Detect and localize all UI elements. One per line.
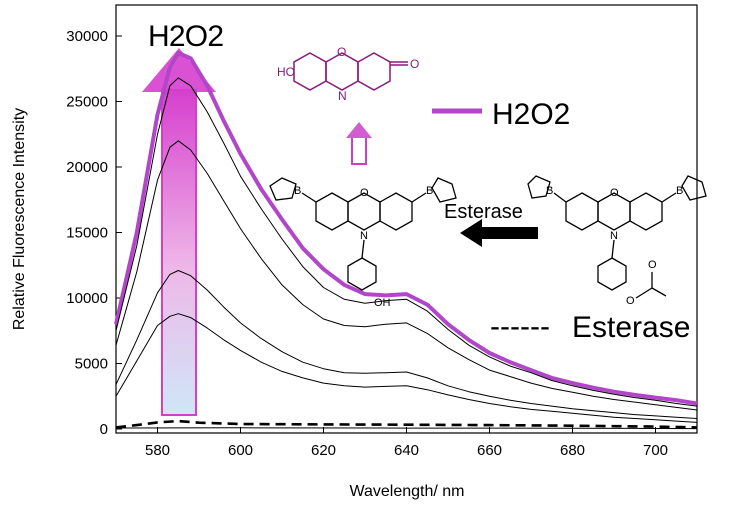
increase-arrow [142,48,216,416]
resorufin-structure: HO O N O [277,45,419,103]
atom-o-core-2: O [610,187,619,199]
y-tick-label: 10000 [66,290,108,307]
atom-o-bridge: O [337,45,346,59]
y-axis-ticks: 0 5000 10000 15000 20000 25000 30000 [66,28,122,438]
atom-o-core: O [360,187,369,199]
x-axis-title: Wavelength/ nm [349,483,464,500]
x-tick-label: 680 [560,442,585,459]
series-line-4 [115,313,698,423]
y-tick-label: 0 [100,421,108,438]
atom-b-left-2: B [546,185,553,197]
atom-n: N [338,89,347,103]
series-layer [114,51,698,430]
y-tick-label: 15000 [66,225,108,242]
atom-b-right-2: B [676,185,683,197]
y-tick-label: 25000 [66,94,108,111]
y-axis-title: Relative Fluorescence Intensity [11,108,28,330]
atom-o-keto: O [410,57,419,71]
atom-b-right: B [426,185,433,197]
series-line-0 [114,51,698,406]
x-tick-label: 600 [228,442,253,459]
y-tick-label: 5000 [75,356,108,373]
increase-arrow-head [142,48,216,92]
boronate-probe-structure: O N B B OH [269,177,457,309]
atom-oh: OH [374,297,391,309]
series-line-3 [115,270,698,419]
x-tick-label: 640 [394,442,419,459]
arrow-label-text: H2O2 [148,20,224,53]
legend-esterase-label: Esterase [572,311,690,344]
series-line-1 [115,77,698,407]
acetylated-probe-structure: O N B B O O [527,175,707,307]
arrow-label: H2O2 [148,20,224,53]
legend-esterase-dash: ------ [490,310,550,343]
x-tick-label: 620 [311,442,336,459]
esterase-arrow-label: Esterase [444,201,523,223]
plot-frame [115,4,698,434]
atom-o-carbonyl: O [648,259,657,271]
atom-n-core-2: N [610,230,618,242]
atom-n-core: N [360,230,368,242]
x-tick-label: 700 [643,442,668,459]
atom-ho: HO [277,65,295,79]
atom-b-left: B [294,185,301,197]
x-tick-label: 580 [145,442,170,459]
y-tick-label: 30000 [66,28,108,45]
x-axis-ticks: 580 600 620 640 660 680 700 [145,427,668,459]
series-line-6 [115,427,698,430]
esterase-arrow: Esterase [444,201,538,247]
legend-h2o2-label: H2O2 [492,98,570,131]
increase-arrow-shaft [161,89,197,416]
atom-o-ester: O [626,295,635,307]
x-tick-label: 660 [477,442,502,459]
y-tick-label: 20000 [66,159,108,176]
series-line-2 [115,140,698,411]
series-line-5 [115,419,698,429]
conversion-arrow-h2o2 [346,122,372,165]
